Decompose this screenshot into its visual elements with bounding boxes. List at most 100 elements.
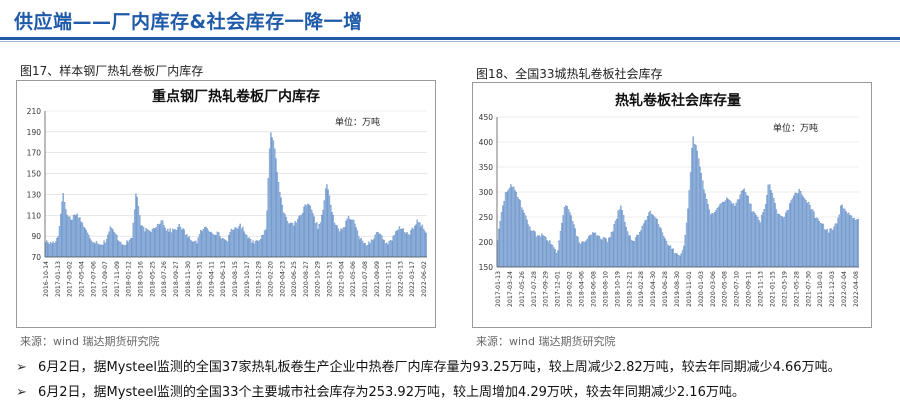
inventory-bar (500, 212, 503, 268)
inventory-bar (626, 231, 629, 268)
inventory-bar (95, 241, 98, 258)
inventory-bar (625, 226, 627, 268)
inventory-bar (57, 236, 59, 258)
inventory-bar (127, 241, 129, 258)
inventory-bar (503, 201, 505, 268)
inventory-bar (268, 148, 271, 258)
inventory-bar (294, 221, 296, 258)
inventory-bar (801, 194, 803, 268)
inventory-bar (67, 216, 70, 258)
inventory-bar (608, 237, 610, 268)
inventory-bar (744, 192, 747, 268)
inventory-bar (156, 224, 159, 258)
inventory-bar (326, 184, 328, 258)
inventory-bar (699, 166, 701, 268)
inventory-bar (640, 230, 642, 268)
inventory-bar (252, 240, 254, 258)
inventory-bar (121, 244, 123, 258)
inventory-bar (827, 232, 830, 268)
inventory-bar (715, 209, 717, 268)
inventory-bar (763, 209, 766, 268)
inventory-bar (285, 216, 287, 258)
x-tick-label: 2019-11-01 (686, 271, 693, 307)
factory-inventory-chart: 重点钢厂热轧卷板厂内库存 单位：万吨 70 90 110 130 150 170 190 210 2… (16, 80, 436, 328)
x-tick-label: 2021-10-01 (817, 271, 824, 307)
inventory-bar (499, 221, 501, 268)
inventory-bar (673, 253, 676, 268)
inventory-bar (523, 213, 526, 268)
inventory-bar (583, 242, 586, 268)
inventory-bar (158, 224, 160, 258)
inventory-bar (61, 201, 63, 258)
inventory-bar (657, 223, 660, 268)
inventory-bar (600, 238, 602, 268)
inventory-bar (84, 227, 86, 258)
inventory-bar (186, 234, 188, 258)
inventory-bar (830, 228, 833, 268)
inventory-bar (593, 233, 595, 268)
inventory-bar (154, 228, 156, 258)
inventory-bar (398, 226, 401, 258)
inventory-bar (832, 230, 834, 268)
inventory-bar (696, 150, 698, 268)
inventory-bar (601, 239, 603, 268)
inventory-bar (47, 242, 49, 258)
inventory-bar (587, 236, 590, 268)
inventory-bar (746, 195, 748, 268)
inventory-bar (223, 238, 225, 258)
inventory-bar (349, 219, 351, 258)
inventory-bar (262, 235, 264, 258)
inventory-bar (46, 240, 48, 258)
inventory-bar (358, 236, 360, 258)
inventory-bar (363, 243, 365, 258)
inventory-bar (151, 228, 154, 258)
inventory-bar (414, 225, 416, 258)
inventory-bar (770, 190, 772, 268)
inventory-bar (303, 206, 305, 258)
inventory-bar (71, 219, 73, 258)
inventory-bar (400, 229, 402, 258)
x-tick-label: 2020-11-13 (758, 271, 765, 307)
inventory-bar (360, 237, 362, 258)
inventory-bar (637, 235, 639, 268)
inventory-bar (331, 212, 333, 258)
inventory-bar (622, 214, 625, 268)
inventory-bar (703, 189, 705, 268)
inventory-bar (692, 136, 694, 268)
inventory-bar (629, 235, 631, 268)
inventory-bar (249, 239, 252, 258)
inventory-bar (258, 240, 261, 258)
y-tick-label: 200 (479, 238, 494, 247)
y-tick-label: 150 (27, 170, 42, 179)
inventory-bar (649, 210, 652, 268)
inventory-bar (131, 237, 133, 258)
inventory-bar (794, 192, 796, 268)
inventory-bar (630, 239, 633, 268)
inventory-bar (215, 235, 217, 258)
inventory-bar (393, 234, 396, 258)
y-tick-label: 170 (27, 149, 42, 158)
inventory-bar (310, 209, 313, 258)
y-tick-label: 210 (27, 107, 42, 116)
inventory-bar (597, 235, 599, 268)
inventory-bar (365, 245, 368, 258)
inventory-bar (420, 226, 422, 258)
inventory-bar (755, 215, 757, 268)
inventory-bar (590, 234, 593, 268)
inventory-bar (242, 226, 244, 258)
inventory-bar (813, 211, 815, 268)
inventory-bar (841, 204, 843, 268)
inventory-bar (410, 230, 412, 258)
bullet-arrow-icon: ➢ (16, 360, 27, 375)
inventory-bar (551, 244, 554, 268)
x-tick-label: 2017-11-09 (114, 261, 121, 297)
inventory-bar (785, 212, 787, 268)
inventory-bar (811, 209, 814, 268)
inventory-bar (235, 227, 238, 258)
x-tick-label: 2019-10-17 (244, 261, 251, 297)
inventory-bar (754, 213, 756, 268)
inventory-bar (102, 244, 104, 258)
inventory-bar (260, 238, 262, 258)
inventory-bar (567, 209, 570, 268)
inventory-bar (596, 235, 598, 268)
